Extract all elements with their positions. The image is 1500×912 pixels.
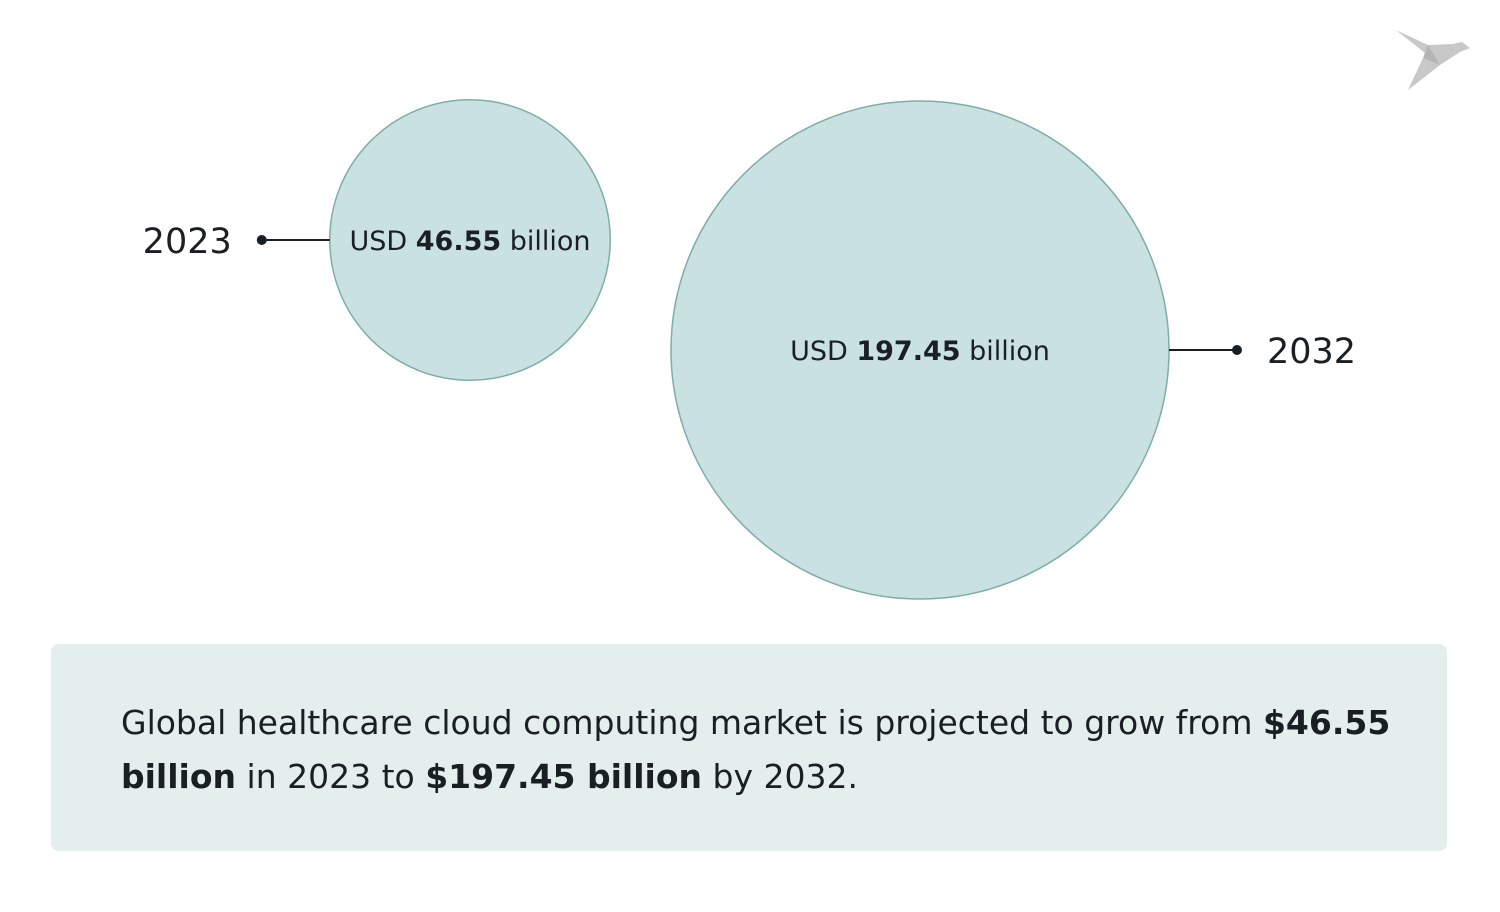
value-2023: $46.55 billion [121, 703, 1391, 796]
value-2032: $197.45 billion [425, 757, 703, 796]
summary-card: Global healthcare cloud computing market… [51, 644, 1447, 851]
connector-dot-2023 [256, 235, 267, 245]
connector-dot-2032 [1232, 345, 1242, 355]
year-label-2032: 2032 [1267, 332, 1356, 372]
year-label-2023: 2023 [143, 222, 232, 262]
summary-text: Global healthcare cloud computing market… [121, 703, 1391, 796]
bubble-label-2032: USD 197.45 billion [790, 336, 1050, 367]
logo-bird-icon [1396, 30, 1470, 90]
bubble-chart: USD 46.55 billion 2023 USD 197.45 billion 2… [143, 30, 1470, 600]
bubble-label-2023: USD 46.55 billion [349, 226, 590, 257]
